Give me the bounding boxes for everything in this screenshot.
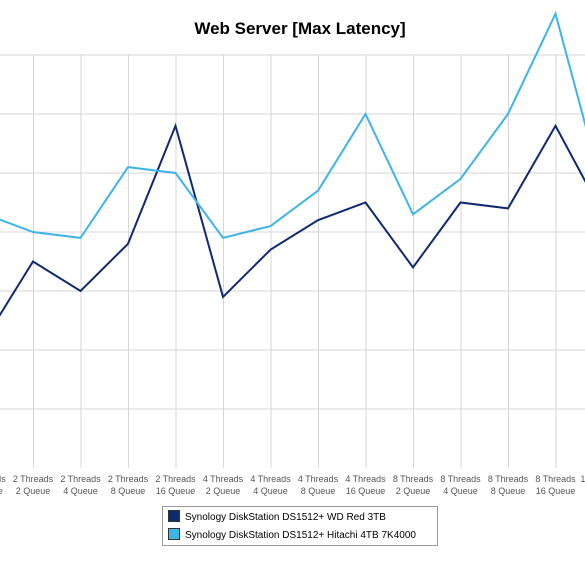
x-tick-label: 16 Queue [156, 486, 196, 496]
x-tick-label: 8 Queue [491, 486, 526, 496]
x-tick-label: 4 Queue [443, 486, 478, 496]
legend: Synology DiskStation DS1512+ WD Red 3TB … [162, 506, 438, 546]
legend-label-wd-red: Synology DiskStation DS1512+ WD Red 3TB [185, 512, 386, 523]
x-tick-label: 8 Threads [440, 474, 481, 484]
legend-swatch-wd-red [168, 510, 180, 522]
x-tick-label: 2 Queue [396, 486, 431, 496]
x-tick-label: 2 Threads [13, 474, 54, 484]
x-tick-label: 2 Queue [206, 486, 241, 496]
x-tick-label: 16 Queue [536, 486, 576, 496]
x-tick-label: 1 Queue [0, 486, 3, 496]
x-tick-label: 2 Threads [108, 474, 149, 484]
x-tick-label: 8 Threads [535, 474, 576, 484]
x-tick-label: 8 Queue [111, 486, 146, 496]
legend-item-hitachi: Synology DiskStation DS1512+ Hitachi 4TB… [168, 528, 416, 543]
x-tick-label: 4 Threads [345, 474, 386, 484]
legend-swatch-hitachi [168, 528, 180, 540]
legend-label-hitachi: Synology DiskStation DS1512+ Hitachi 4TB… [185, 530, 416, 541]
x-tick-label: 8 Threads [488, 474, 529, 484]
x-tick-label: 4 Queue [253, 486, 288, 496]
x-tick-label: 2 Threads [0, 474, 6, 484]
x-tick-label: 8 Threads [393, 474, 434, 484]
series-line-hitachi [0, 10, 585, 240]
x-tick-label: 4 Threads [250, 474, 291, 484]
x-tick-label: 16 Queue [346, 486, 386, 496]
chart-title: Web Server [Max Latency] [194, 19, 406, 38]
series-line-wd-red [0, 122, 585, 317]
legend-item-wd-red: Synology DiskStation DS1512+ WD Red 3TB [168, 510, 386, 525]
series-lines [0, 10, 585, 317]
x-tick-label: 2 Queue [16, 486, 51, 496]
grid-lines [0, 54, 585, 468]
x-tick-label: 8 Queue [301, 486, 336, 496]
x-tick-label: 2 Threads [155, 474, 196, 484]
x-tick-label: 2 Threads [60, 474, 101, 484]
x-tick-label: 16 Threads [580, 474, 585, 484]
x-tick-label: 4 Threads [298, 474, 339, 484]
x-tick-label: 4 Queue [63, 486, 98, 496]
x-tick-label: 4 Threads [203, 474, 244, 484]
